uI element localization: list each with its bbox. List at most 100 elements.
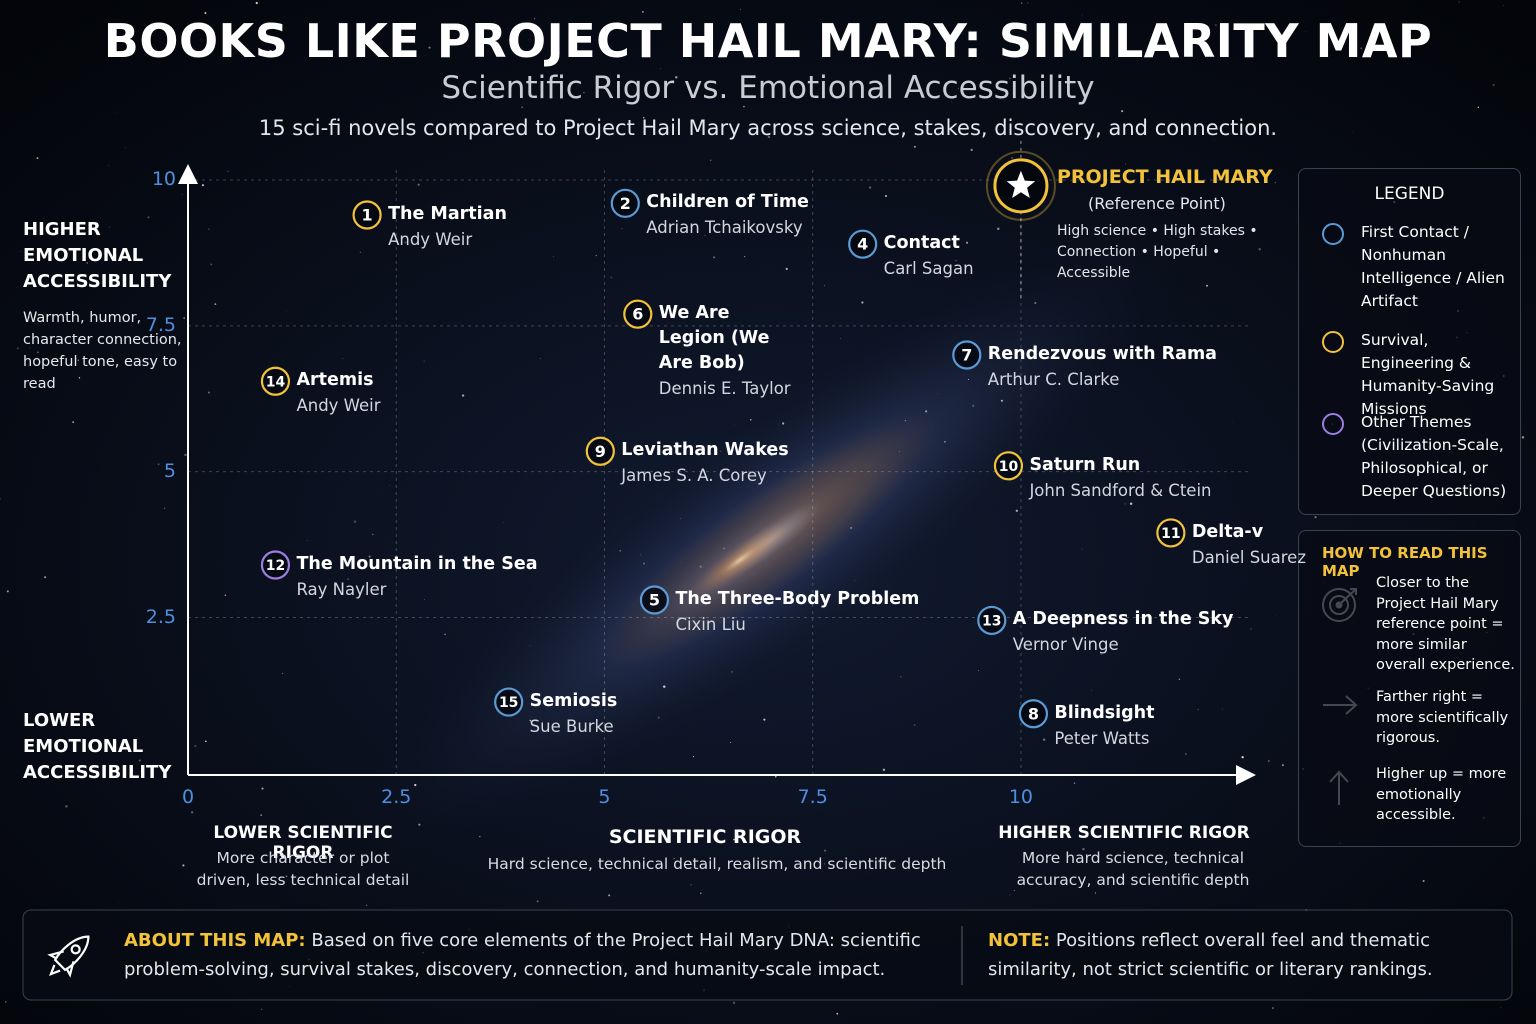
book-number: 8 (1028, 704, 1039, 723)
star (823, 849, 827, 852)
star (329, 402, 332, 404)
star (1000, 399, 1003, 402)
star (204, 12, 207, 15)
star (733, 838, 735, 841)
star (966, 241, 969, 244)
star (720, 450, 722, 453)
legend-marker (1322, 331, 1344, 353)
y-high-note: Warmth, humor, character connection, hop… (23, 310, 182, 392)
star (449, 126, 451, 127)
star (214, 303, 217, 306)
star (583, 91, 585, 94)
star (723, 547, 725, 550)
star (740, 9, 742, 10)
book-author: Andy Weir (388, 230, 473, 249)
star (37, 351, 39, 354)
star (972, 404, 975, 408)
x-low-note: More character or plot driven, less tech… (196, 849, 410, 889)
star (1213, 139, 1215, 141)
star (1360, 47, 1363, 50)
star (529, 719, 532, 722)
star (1009, 894, 1011, 896)
star (643, 562, 645, 565)
star (610, 276, 613, 279)
star (1081, 14, 1083, 16)
star (1477, 106, 1480, 109)
book-author: Arthur C. Clarke (987, 370, 1120, 389)
book-point (848, 229, 878, 259)
star (1125, 163, 1126, 165)
star (1121, 110, 1124, 113)
star (285, 875, 288, 878)
book-label: We Are Legion (We Are Bob) Dennis E. Tayl… (659, 301, 799, 401)
title: BOOKS LIKE PROJECT HAIL MARY: SIMILARITY… (103, 14, 1433, 68)
book-point (1156, 518, 1186, 548)
star (20, 250, 21, 252)
star (260, 814, 263, 816)
star (529, 645, 531, 646)
star (767, 135, 771, 139)
star (854, 580, 856, 582)
galaxy-core (608, 461, 872, 659)
star (1241, 755, 1244, 759)
reference-subtitle: (Reference Point) (1088, 193, 1226, 213)
star (255, 1, 258, 5)
star (869, 186, 872, 189)
star (732, 1001, 736, 1005)
star (619, 550, 621, 552)
book-title: The Three-Body Problem (675, 589, 920, 609)
book-author: Cixin Liu (675, 615, 746, 634)
footer-box (22, 909, 1513, 1001)
star (507, 27, 509, 29)
star (730, 741, 732, 743)
star (1222, 708, 1223, 710)
star (428, 46, 431, 49)
legend-label: First Contact / Nonhuman Intelligence / … (1361, 223, 1505, 310)
star (1314, 516, 1317, 519)
star (238, 612, 240, 613)
book-point (993, 451, 1024, 481)
reference-note: High science • High stakes • Connection … (1056, 222, 1258, 281)
star (44, 576, 47, 579)
about-map: ABOUT THIS MAP: Based on five core eleme… (124, 926, 944, 984)
star (208, 228, 210, 230)
star (0, 498, 1, 500)
star (1124, 503, 1126, 505)
x-axis-label: SCIENTIFIC RIGOR (608, 826, 802, 848)
star (944, 441, 946, 443)
star (595, 255, 597, 257)
star (36, 157, 39, 160)
x-high-note: More hard science, technical accuracy, a… (1016, 849, 1250, 889)
star (78, 377, 81, 379)
star (201, 184, 205, 187)
reference-glow (985, 150, 1056, 221)
star (417, 183, 420, 186)
star (674, 385, 676, 388)
y-low-label: LOWER EMOTIONAL ACCESSIBILITY (23, 710, 172, 783)
star (1232, 421, 1234, 423)
star (639, 554, 641, 556)
star (936, 393, 938, 394)
star (77, 359, 79, 361)
book-title: We Are Legion (We Are Bob) (658, 303, 770, 374)
star (269, 50, 272, 53)
star (461, 394, 465, 397)
x-tick-label: 0 (181, 786, 195, 808)
legend-label: Other Themes (Civilization-Scale, Philos… (1361, 413, 1507, 500)
star (1100, 654, 1102, 656)
star (913, 724, 916, 726)
star (1129, 502, 1133, 506)
star (763, 718, 766, 721)
star (1206, 284, 1208, 287)
star (977, 670, 979, 672)
book-title: The Martian (388, 204, 507, 224)
star (904, 420, 906, 422)
star (810, 431, 812, 433)
book-author: Carl Sagan (883, 259, 974, 279)
x-low-label: LOWER SCIENTIFIC RIGOR (213, 823, 393, 863)
star (157, 463, 160, 466)
star (503, 522, 504, 523)
book-title: The Mountain in the Sea (296, 554, 538, 574)
